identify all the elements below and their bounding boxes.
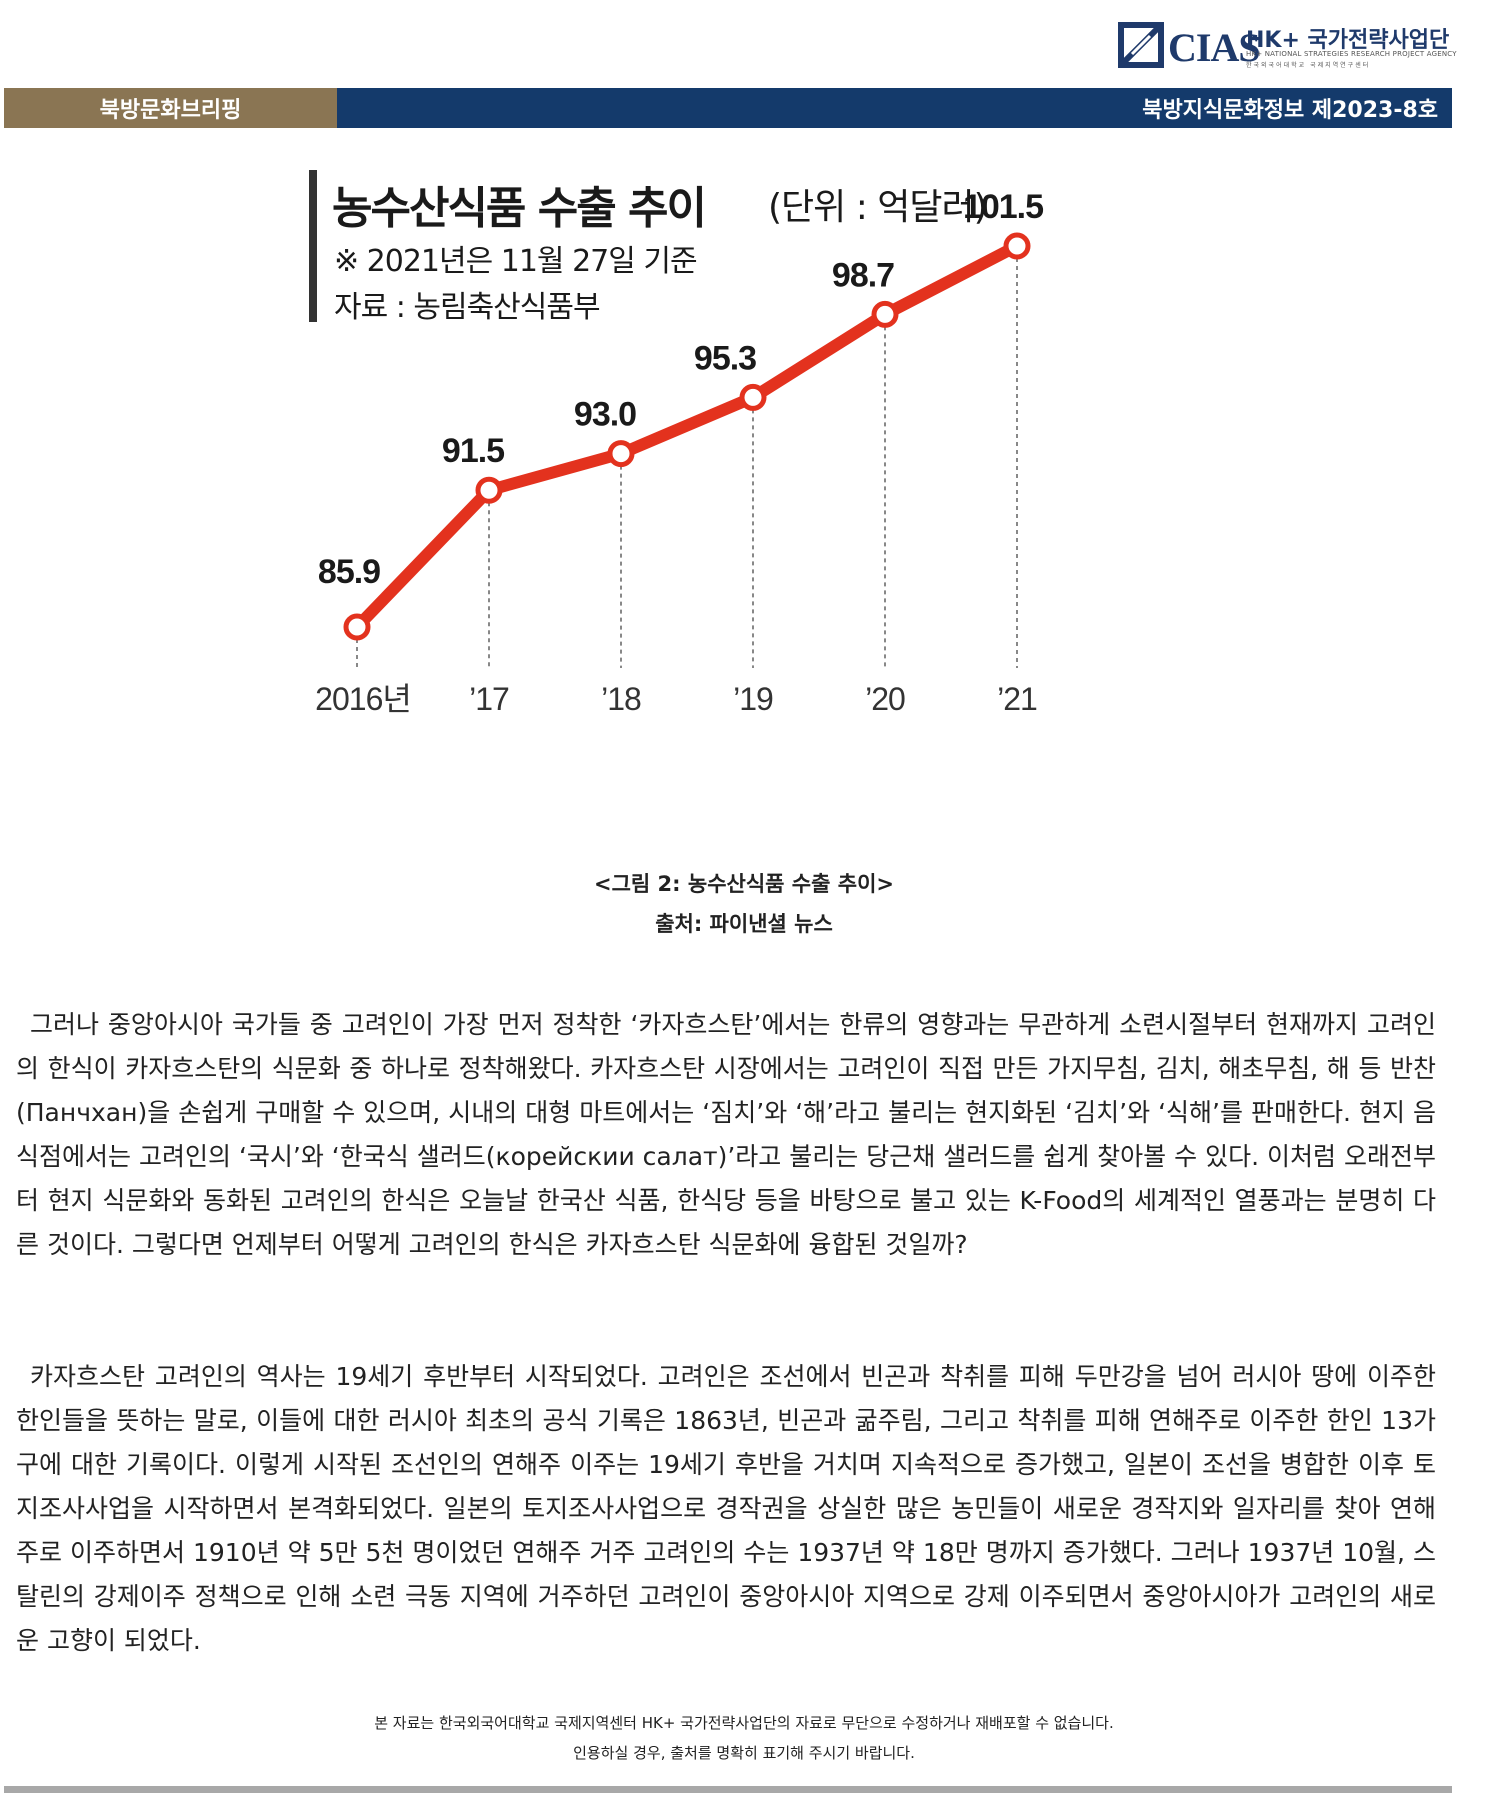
footer-citation: 인용하실 경우, 출처를 명확히 표기해 주시기 바랍니다. [573, 1744, 915, 1762]
chart-title: 농수산식품 수출 추이 [332, 183, 707, 234]
data-label: 91.5 [442, 432, 504, 470]
data-label: 101.5 [963, 188, 1043, 226]
cias-emblem-icon [1118, 22, 1164, 68]
chart-note: ※ 2021년은 11월 27일 기준 [334, 244, 698, 279]
data-point [607, 440, 635, 468]
chart-title-accent [309, 170, 317, 322]
data-label: 95.3 [694, 339, 756, 377]
series-line [351, 240, 1023, 633]
body-paragraph-2: 카자흐스탄 고려인의 역사는 19세기 후반부터 시작되었다. 고려인은 조선에… [16, 1362, 1436, 1655]
figure-caption: <그림 2: 농수산식품 수출 추이> [594, 872, 894, 896]
logo-subtitle: HK+ NATIONAL STRATEGIES RESEARCH PROJECT… [1246, 50, 1457, 58]
data-point [1003, 232, 1031, 260]
logo-cias-text: CIAS [1168, 25, 1261, 70]
x-tick-label: ’17 [469, 681, 509, 717]
chart-plot: 85.9 91.5 93.0 95.3 98.7 101.5 2016년 ’17 ’18 ’19 ’… [315, 188, 1044, 717]
x-tick-label: ’18 [601, 681, 641, 717]
x-tick-label: ’21 [997, 681, 1037, 717]
cias-logo: CIAS HK+ 국가전략사업단 HK+ NATIONAL STRATEGIES… [1118, 20, 1457, 74]
data-point [475, 476, 503, 504]
x-tick-label: ’20 [865, 681, 905, 717]
x-tick-label: ’19 [733, 681, 773, 717]
header-issue-label: 북방지식문화정보 제2023-8호 [337, 88, 1452, 128]
header-bar: 북방문화브리핑 북방지식문화정보 제2023-8호 [4, 88, 1452, 128]
data-point [871, 300, 899, 328]
logo-title: HK+ 국가전략사업단 [1246, 28, 1450, 53]
header-section-label: 북방문화브리핑 [4, 88, 337, 128]
footer-notice: 본 자료는 한국외국어대학교 국제지역센터 HK+ 국가전략사업단의 자료로 무… [374, 1714, 1114, 1732]
footer-rule [4, 1786, 1452, 1793]
chart-unit: (단위 : 억달러) [768, 187, 988, 228]
data-label: 85.9 [318, 553, 380, 591]
logo-subtitle-ko: 한국외국어대학교 국제지역연구센터 [1246, 62, 1371, 69]
data-label: 98.7 [832, 256, 894, 294]
data-point [739, 383, 767, 411]
chart-source: 자료 : 농림축산식품부 [334, 290, 601, 325]
data-label: 93.0 [574, 396, 636, 434]
x-tick-label: 2016년 [315, 681, 411, 717]
export-trend-chart: 농수산식품 수출 추이 (단위 : 억달러) ※ 2021년은 11월 27일 … [300, 150, 1180, 830]
body-paragraph-1: 그러나 중앙아시아 국가들 중 고려인이 가장 먼저 정착한 ‘카자흐스탄’에서… [16, 1010, 1436, 1259]
figure-source: 출처: 파이낸셜 뉴스 [655, 912, 833, 936]
data-point [343, 613, 371, 641]
